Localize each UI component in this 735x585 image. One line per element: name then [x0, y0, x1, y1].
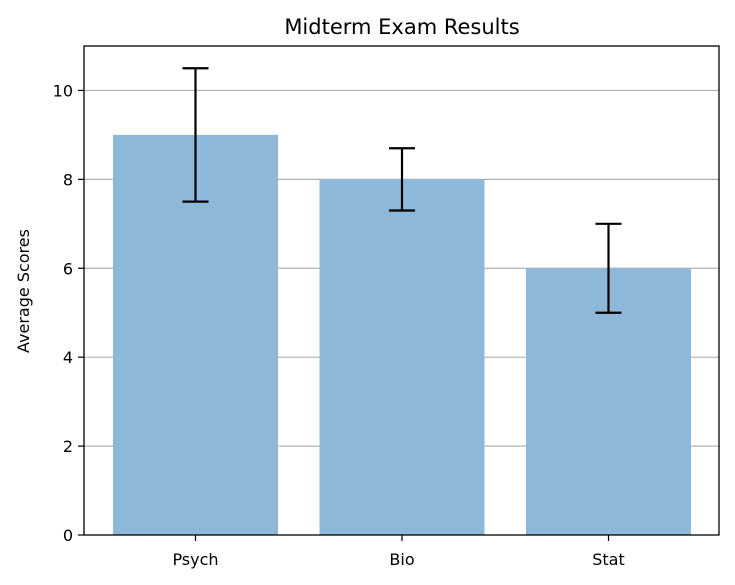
error-bar-stat [595, 222, 622, 314]
x-tick-label-psych: Psych [172, 550, 218, 569]
bar-bio [319, 179, 485, 535]
chart-title: Midterm Exam Results [284, 15, 519, 39]
bars [113, 134, 691, 535]
y-tick-label-6: 6 [63, 259, 73, 278]
y-tick-label-8: 8 [63, 170, 73, 189]
error-bar-psych [182, 67, 209, 203]
x-axis-ticks: Psych Bio Stat [172, 535, 625, 569]
y-tick-label-10: 10 [53, 81, 73, 100]
y-axis-ticks: 0 2 4 6 8 10 [53, 81, 84, 545]
y-axis-label: Average Scores [14, 229, 33, 353]
y-tick-label-0: 0 [63, 526, 73, 545]
y-tick-label-4: 4 [63, 348, 73, 367]
y-tick-label-2: 2 [63, 437, 73, 456]
x-tick-label-bio: Bio [389, 550, 414, 569]
error-bars [182, 67, 622, 314]
x-tick-label-stat: Stat [592, 550, 625, 569]
error-bar-bio [389, 147, 415, 212]
